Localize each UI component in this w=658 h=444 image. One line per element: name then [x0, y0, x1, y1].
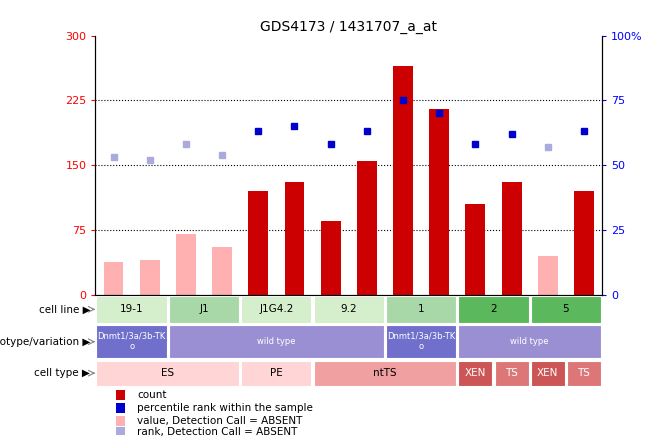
Text: XEN: XEN	[537, 368, 559, 378]
Title: GDS4173 / 1431707_a_at: GDS4173 / 1431707_a_at	[261, 20, 437, 35]
Bar	[386, 325, 456, 358]
Bar	[314, 361, 456, 386]
Text: 19-1: 19-1	[120, 304, 143, 314]
Text: genotype/variation ▶: genotype/variation ▶	[0, 337, 90, 347]
Bar	[103, 262, 124, 294]
Bar	[314, 296, 384, 323]
Text: 2: 2	[490, 304, 497, 314]
Bar	[97, 361, 239, 386]
Text: TS: TS	[578, 368, 590, 378]
Bar	[116, 416, 125, 426]
Text: cell line ▶: cell line ▶	[39, 304, 90, 314]
Bar	[459, 361, 492, 386]
Text: wild type: wild type	[511, 337, 549, 346]
Text: TS: TS	[505, 368, 518, 378]
Bar	[531, 361, 565, 386]
Bar	[495, 361, 528, 386]
Bar	[567, 361, 601, 386]
Bar	[501, 182, 522, 294]
Bar	[169, 296, 239, 323]
Text: PE: PE	[270, 368, 283, 378]
Text: 1: 1	[418, 304, 424, 314]
Text: 5: 5	[563, 304, 569, 314]
Text: XEN: XEN	[465, 368, 486, 378]
Text: J1: J1	[199, 304, 209, 314]
Bar	[357, 161, 377, 294]
Text: wild type: wild type	[257, 337, 295, 346]
Bar	[538, 256, 558, 294]
Text: count: count	[138, 390, 167, 400]
Bar	[574, 191, 594, 294]
Bar	[429, 109, 449, 294]
Text: cell type ▶: cell type ▶	[34, 368, 90, 378]
Text: Dnmt1/3a/3b-TK
o: Dnmt1/3a/3b-TK o	[97, 332, 166, 351]
Bar	[212, 247, 232, 294]
Text: J1G4.2: J1G4.2	[259, 304, 293, 314]
Bar	[459, 325, 601, 358]
Bar	[139, 260, 160, 294]
Bar	[116, 390, 125, 400]
Bar	[386, 296, 456, 323]
Text: 9.2: 9.2	[340, 304, 357, 314]
Text: ES: ES	[161, 368, 174, 378]
Bar	[169, 325, 384, 358]
Bar	[393, 66, 413, 294]
Text: value, Detection Call = ABSENT: value, Detection Call = ABSENT	[138, 416, 303, 426]
Bar	[97, 296, 166, 323]
Bar	[116, 403, 125, 413]
Bar	[241, 296, 311, 323]
Bar	[176, 234, 196, 294]
Text: ntTS: ntTS	[373, 368, 397, 378]
Text: percentile rank within the sample: percentile rank within the sample	[138, 403, 313, 413]
Bar	[465, 204, 486, 294]
Bar	[248, 191, 268, 294]
Bar	[284, 182, 305, 294]
Bar	[116, 427, 125, 437]
Bar	[531, 296, 601, 323]
Bar	[459, 296, 528, 323]
Text: Dnmt1/3a/3b-TK
o: Dnmt1/3a/3b-TK o	[387, 332, 455, 351]
Bar	[320, 221, 341, 294]
Bar	[97, 325, 166, 358]
Bar	[241, 361, 311, 386]
Text: rank, Detection Call = ABSENT: rank, Detection Call = ABSENT	[138, 427, 298, 437]
